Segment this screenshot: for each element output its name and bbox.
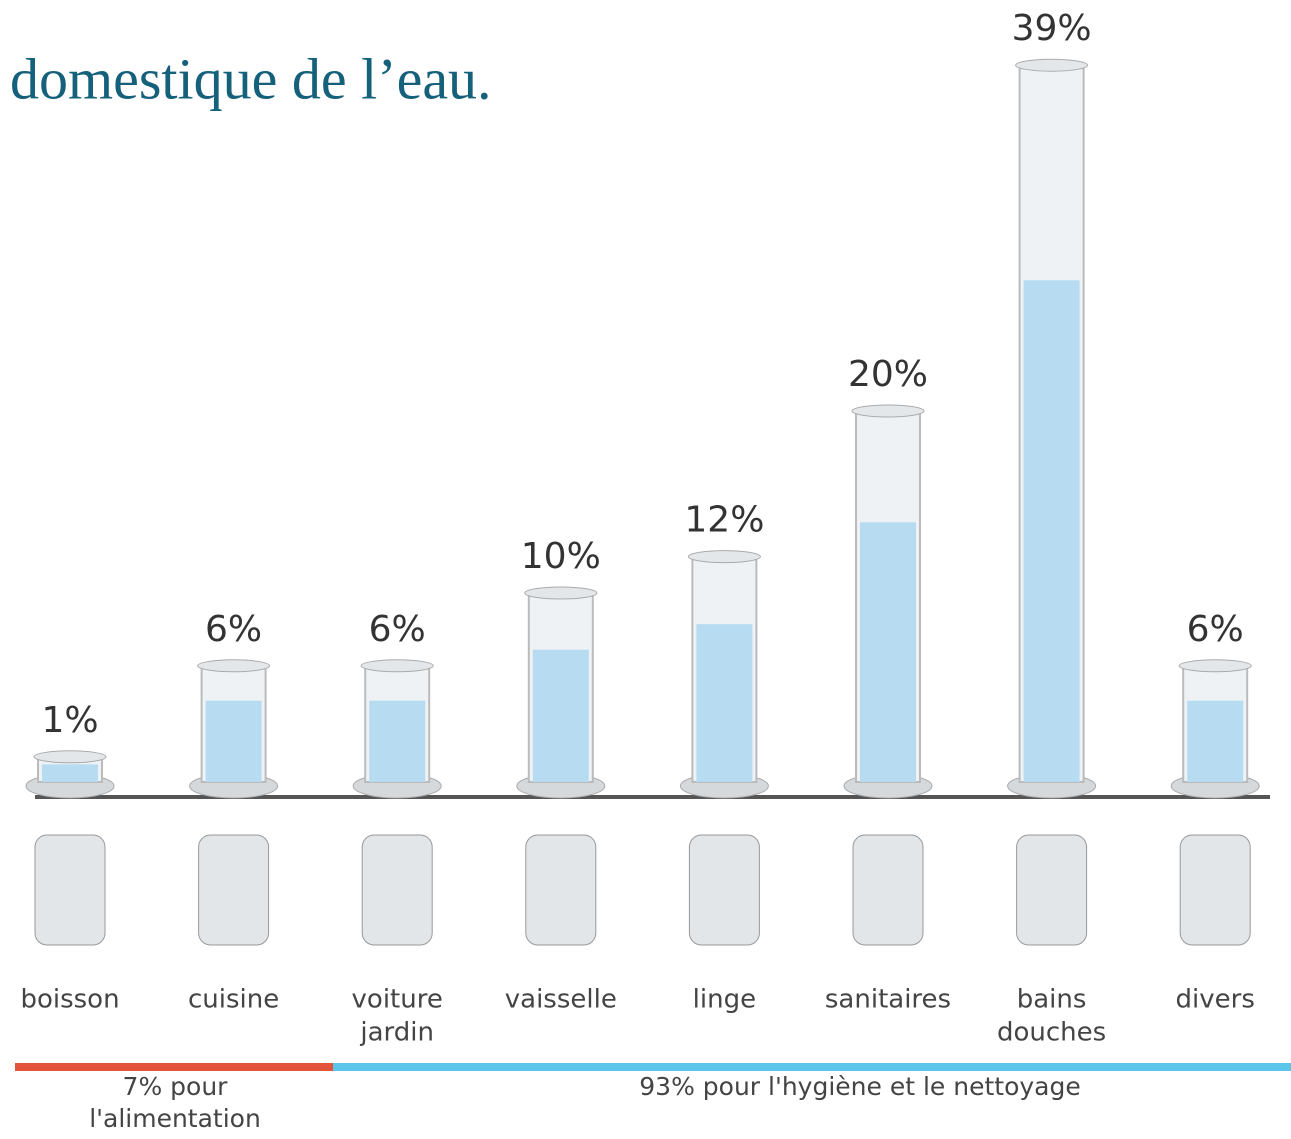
x-tick-label: divers: [1176, 985, 1255, 1015]
cylinder-rim: [525, 587, 597, 599]
value-label: 12%: [684, 500, 764, 541]
x-tick-label: voiture: [352, 985, 443, 1015]
icon: [35, 835, 105, 945]
water: [42, 764, 98, 782]
x-tick-label: boisson: [20, 985, 119, 1015]
cylinder-rim: [198, 660, 270, 672]
x-tick-label: sanitaires: [825, 985, 951, 1015]
water: [860, 522, 916, 782]
value-label: 1%: [41, 700, 98, 741]
chart: domestique de l’eau. 1% boisson 6% cuisine 6…: [0, 0, 1291, 1139]
water: [696, 624, 752, 782]
icon: [362, 835, 432, 945]
value-label: 10%: [521, 536, 601, 577]
cylinder-rim: [361, 660, 433, 672]
icon: [853, 835, 923, 945]
icon: [689, 835, 759, 945]
icon: [526, 835, 596, 945]
water: [533, 650, 589, 782]
group-label: 7% pour: [123, 1072, 229, 1101]
x-tick-label: vaisselle: [505, 985, 617, 1015]
x-tick-label: linge: [693, 985, 756, 1015]
value-label: 6%: [369, 609, 426, 650]
cylinder-rim: [1016, 59, 1088, 71]
value-label: 6%: [205, 609, 262, 650]
group-label: 93% pour l'hygiène et le nettoyage: [639, 1072, 1080, 1101]
water: [1024, 280, 1080, 782]
x-tick-label: bains: [1017, 985, 1087, 1015]
value-label: 20%: [848, 354, 928, 395]
cylinder-rim: [34, 751, 106, 763]
icon: [1017, 835, 1087, 945]
x-tick-label: cuisine: [188, 985, 279, 1015]
icon: [199, 835, 269, 945]
water: [1187, 701, 1243, 782]
cylinder-rim: [852, 405, 924, 417]
icon: [1180, 835, 1250, 945]
value-label: 39%: [1012, 8, 1092, 49]
value-label: 6%: [1187, 609, 1244, 650]
water: [206, 701, 262, 782]
x-tick-label: douches: [997, 1018, 1106, 1048]
cylinder-rim: [1179, 660, 1251, 672]
x-tick-label: jardin: [359, 1018, 434, 1048]
cylinder-rim: [688, 551, 760, 563]
water: [369, 701, 425, 782]
chart-title: domestique de l’eau.: [10, 46, 492, 111]
group-label: l'alimentation: [89, 1104, 261, 1133]
